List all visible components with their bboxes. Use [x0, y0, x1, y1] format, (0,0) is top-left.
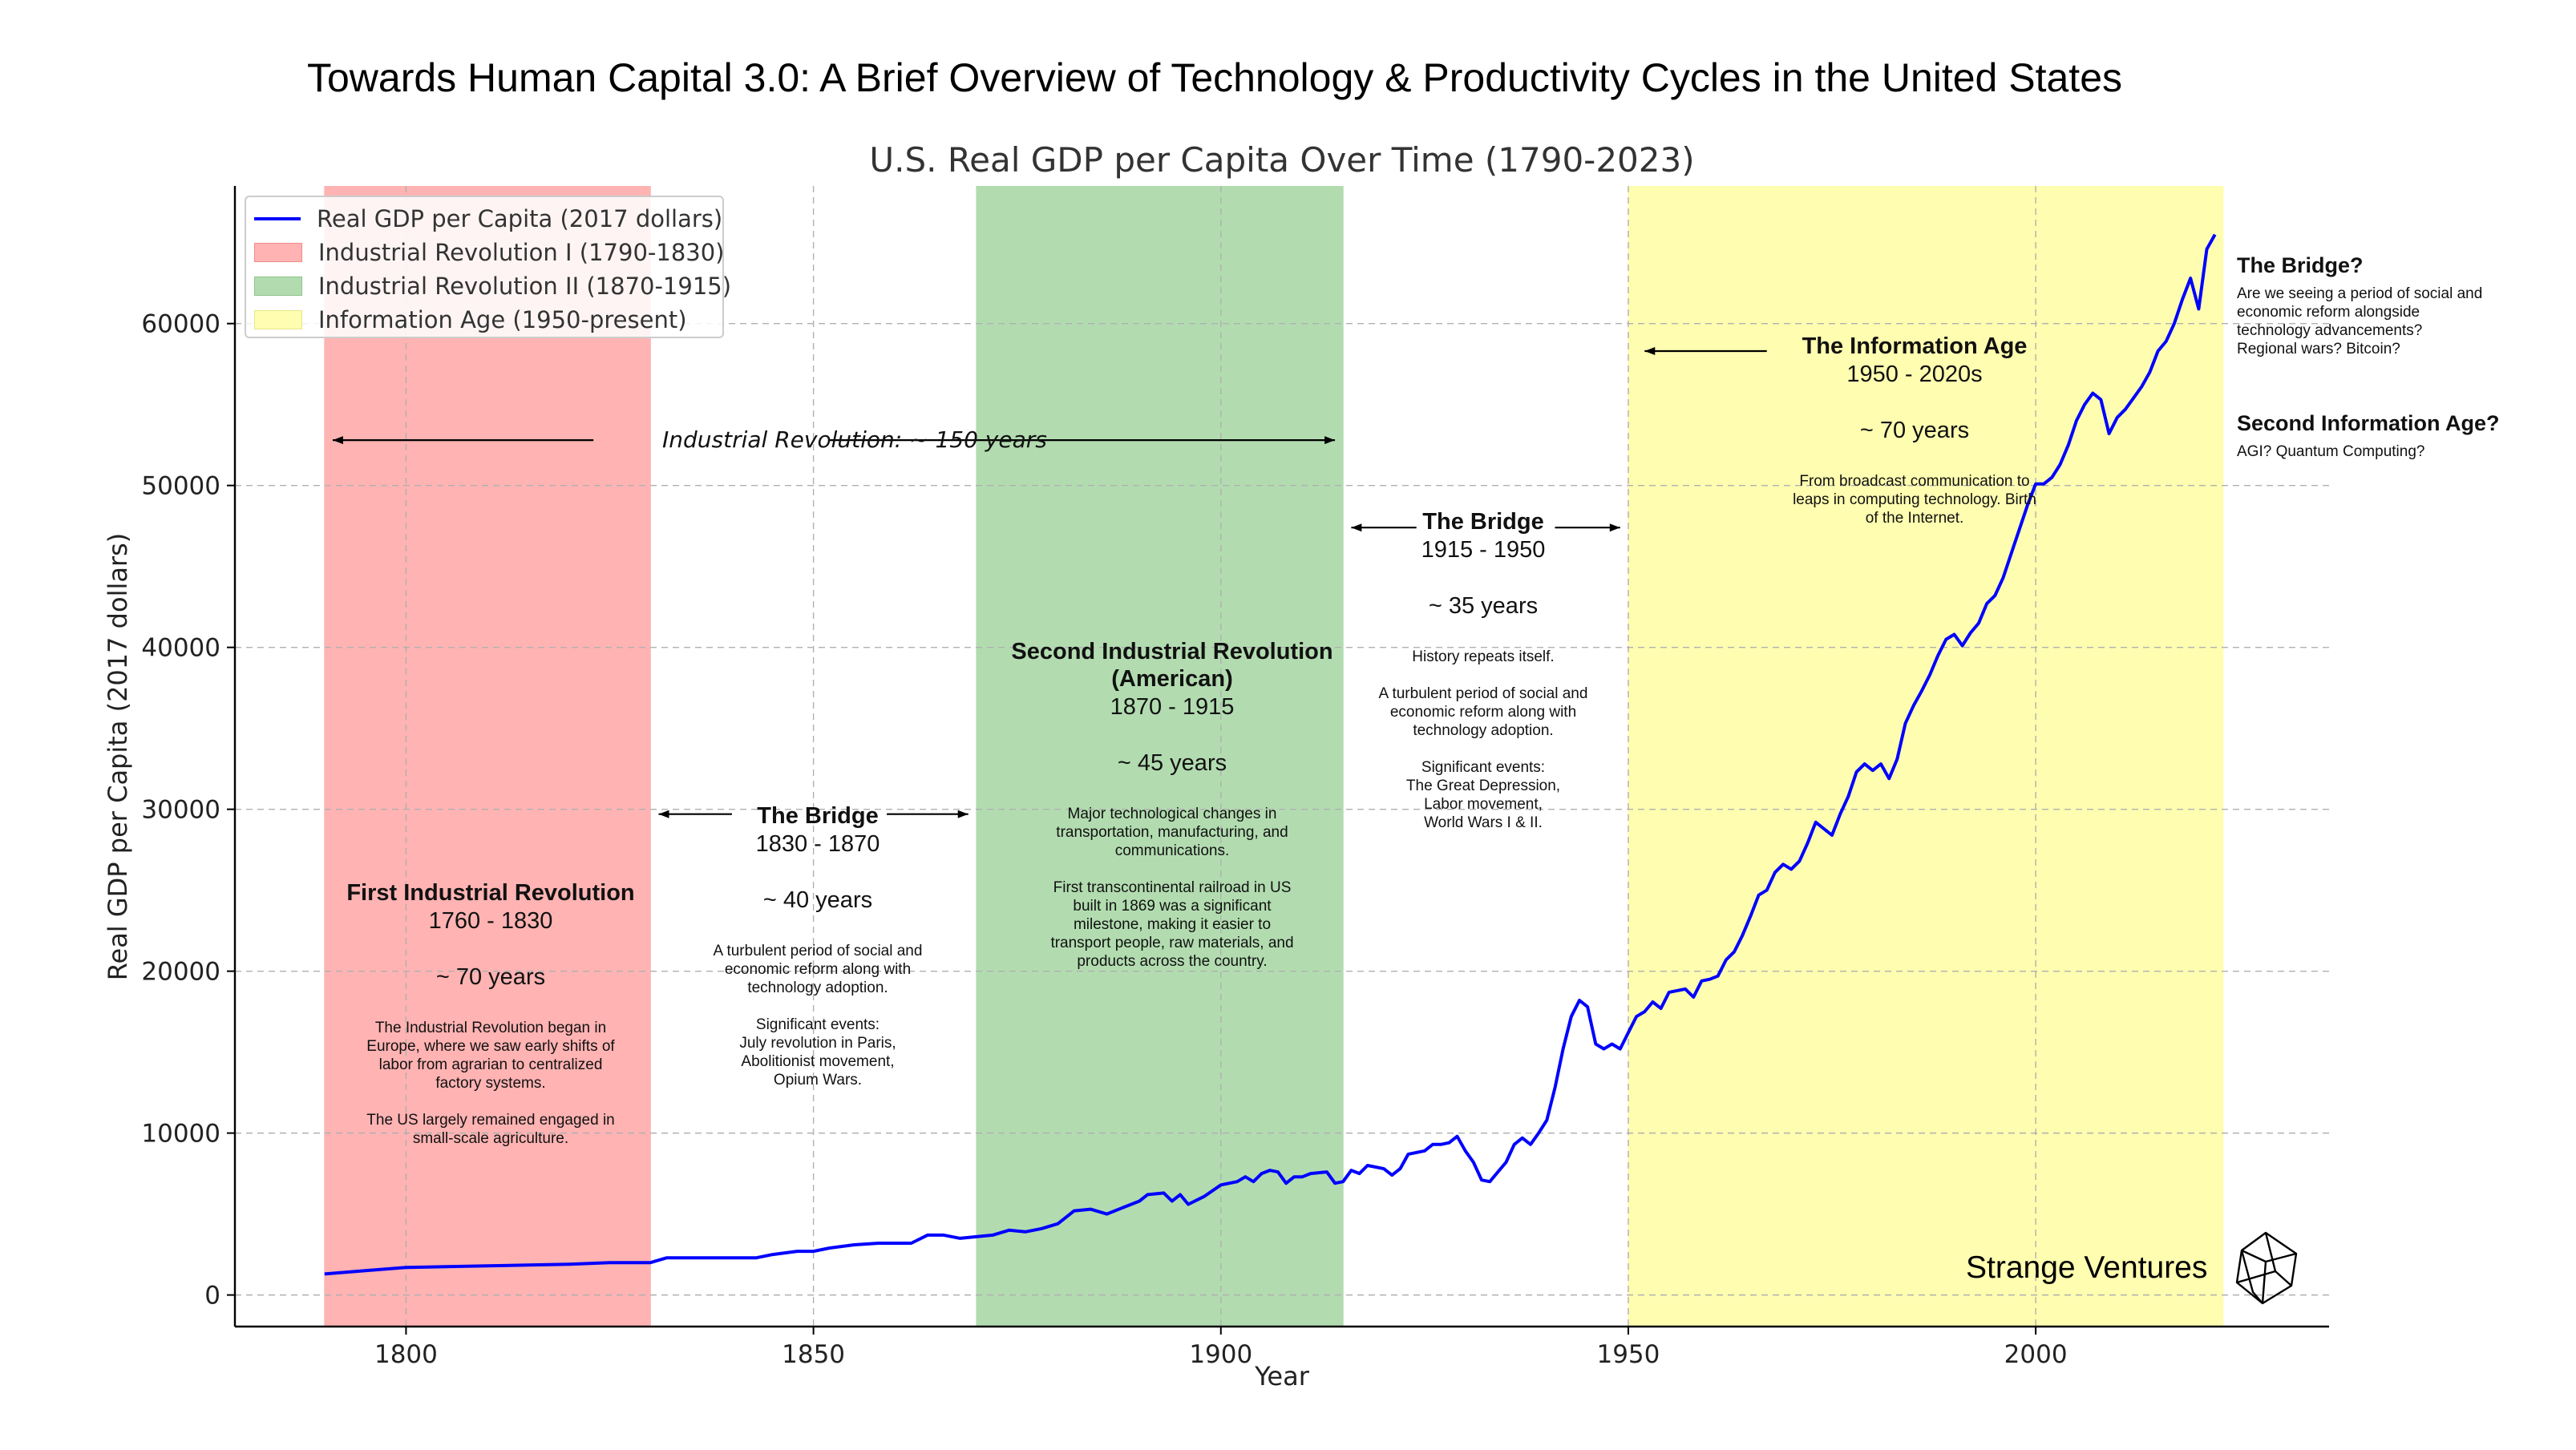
annotation-heading: The Bridge — [757, 803, 879, 829]
arrow-layer — [332, 347, 1767, 818]
annotation-ir2: Second Industrial Revolution (American) … — [988, 638, 1357, 971]
annotation-span: ~ 40 years — [762, 887, 873, 913]
span-arrowhead — [957, 810, 969, 818]
geometric-cube-logo-icon — [2235, 1231, 2298, 1305]
legend-item-ir1: Industrial Revolution I (1790-1830) — [254, 236, 725, 269]
series-line-0 — [324, 233, 2217, 1276]
annotation-heading: The Bridge — [1422, 509, 1544, 535]
annotation-body: The Industrial Revolution began in Europ… — [366, 1020, 615, 1147]
legend-item-info-age: Information Age (1950-present) — [254, 303, 714, 337]
legend-item-ir2: Industrial Revolution II (1870-1915) — [254, 269, 731, 303]
legend-label: Real GDP per Capita (2017 dollars) — [317, 205, 723, 232]
band-1 — [976, 186, 1344, 1327]
span-arrowhead — [1324, 436, 1336, 445]
span-arrowhead — [1644, 347, 1656, 356]
annotation-dates: 1950 - 2020s — [1846, 361, 1983, 387]
annotation-body: Major technological changes in transport… — [1050, 806, 1294, 970]
x-tick-label: 1850 — [782, 1340, 845, 1369]
annotation-span: ~ 70 years — [1859, 418, 1970, 443]
line-layer — [324, 233, 2217, 1276]
legend-line-swatch — [254, 217, 301, 220]
x-tick-label: 2000 — [2004, 1340, 2068, 1369]
annotation-body: A turbulent period of social and economi… — [713, 943, 923, 1089]
band-0 — [324, 186, 651, 1327]
annotation-heading: Second Information Age? — [2237, 411, 2500, 435]
annotation-body: History repeats itself. A turbulent peri… — [1378, 648, 1588, 831]
annotation-heading: Second Industrial Revolution (American) — [1011, 639, 1333, 692]
axis-layer: 1800 1850 1900 1950 200001000020000300004000… — [141, 186, 2329, 1369]
annotation-heading: First Industrial Revolution — [346, 880, 635, 906]
annotation-dates: 1915 - 1950 — [1421, 537, 1546, 563]
x-tick-label: 1950 — [1596, 1340, 1660, 1369]
y-tick-label: 50000 — [141, 472, 220, 501]
annotation-ir1: First Industrial Revolution 1760 - 1830 … — [330, 879, 651, 1148]
annotation-heading: The Bridge? — [2237, 253, 2364, 277]
industrial-span-note: Industrial Revolution: ~ 150 years — [662, 426, 1047, 453]
y-tick-label: 0 — [204, 1282, 220, 1311]
span-arrowhead — [1351, 523, 1362, 532]
annotation-body: From broadcast communication to leaps in… — [1793, 473, 2036, 527]
annotation-second-info-age: Second Information Age? AGI? Quantum Com… — [2237, 410, 2566, 461]
x-axis-label: Year — [1254, 1361, 1310, 1391]
annotation-span: ~ 45 years — [1117, 750, 1227, 776]
annotation-bridge-2: The Bridge 1915 - 1950 ~ 35 years Histor… — [1355, 508, 1612, 832]
x-tick-label: 1800 — [374, 1340, 438, 1369]
bands-layer — [324, 186, 2224, 1327]
annotation-dates: 1830 - 1870 — [755, 831, 880, 857]
legend-swatch-ir1 — [254, 243, 302, 262]
span-arrowhead — [332, 436, 343, 445]
annotation-body: AGI? Quantum Computing? — [2237, 443, 2425, 460]
annotation-bridge-3: The Bridge? Are we seeing a period of so… — [2237, 252, 2566, 358]
annotation-heading: The Information Age — [1802, 333, 2028, 359]
annotation-span: ~ 35 years — [1428, 593, 1539, 619]
chart-legend: Real GDP per Capita (2017 dollars) Indus… — [245, 196, 731, 338]
span-arrowhead — [1609, 523, 1620, 532]
y-tick-label: 30000 — [141, 796, 220, 825]
main-title: Towards Human Capital 3.0: A Brief Overv… — [306, 55, 2123, 100]
annotation-info-age: The Information Age 1950 - 2020s ~ 70 ye… — [1762, 333, 2067, 527]
annotation-body: Are we seeing a period of social and eco… — [2237, 285, 2483, 357]
y-tick-label: 60000 — [141, 310, 220, 339]
annotation-dates: 1870 - 1915 — [1110, 694, 1235, 720]
legend-swatch-info-age — [254, 310, 302, 329]
brand-name: Strange Ventures — [1966, 1250, 2208, 1285]
x-tick-label: 1900 — [1189, 1340, 1252, 1369]
y-tick-label: 40000 — [141, 634, 220, 663]
annotation-dates: 1760 - 1830 — [428, 908, 553, 934]
annotation-span: ~ 70 years — [435, 964, 546, 990]
legend-swatch-ir2 — [254, 277, 302, 296]
y-tick-label: 10000 — [141, 1120, 220, 1149]
legend-label: Industrial Revolution I (1790-1830) — [318, 239, 725, 266]
annotation-bridge-1: The Bridge 1830 - 1870 ~ 40 years A turb… — [698, 802, 938, 1089]
legend-label: Industrial Revolution II (1870-1915) — [318, 273, 732, 300]
chart-title: U.S. Real GDP per Capita Over Time (1790… — [869, 140, 1694, 180]
span-arrowhead — [658, 810, 669, 818]
legend-item-gdp: Real GDP per Capita (2017 dollars) — [254, 202, 722, 236]
y-tick-label: 20000 — [141, 958, 220, 987]
band-2 — [1628, 186, 2224, 1327]
y-axis-label: Real GDP per Capita (2017 dollars) — [103, 533, 133, 981]
legend-label: Information Age (1950-present) — [318, 306, 687, 333]
